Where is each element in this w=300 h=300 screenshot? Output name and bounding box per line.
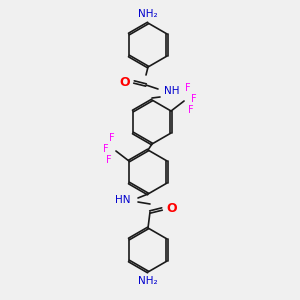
Text: F: F <box>185 83 191 93</box>
Text: F: F <box>188 105 194 115</box>
Text: F: F <box>109 133 115 143</box>
Text: F: F <box>106 155 112 165</box>
Text: NH₂: NH₂ <box>138 9 158 19</box>
Text: O: O <box>166 202 177 215</box>
Text: O: O <box>119 76 130 88</box>
Text: NH: NH <box>164 86 179 96</box>
Text: HN: HN <box>115 195 130 205</box>
Text: F: F <box>103 144 109 154</box>
Text: F: F <box>191 94 197 104</box>
Text: NH₂: NH₂ <box>138 276 158 286</box>
